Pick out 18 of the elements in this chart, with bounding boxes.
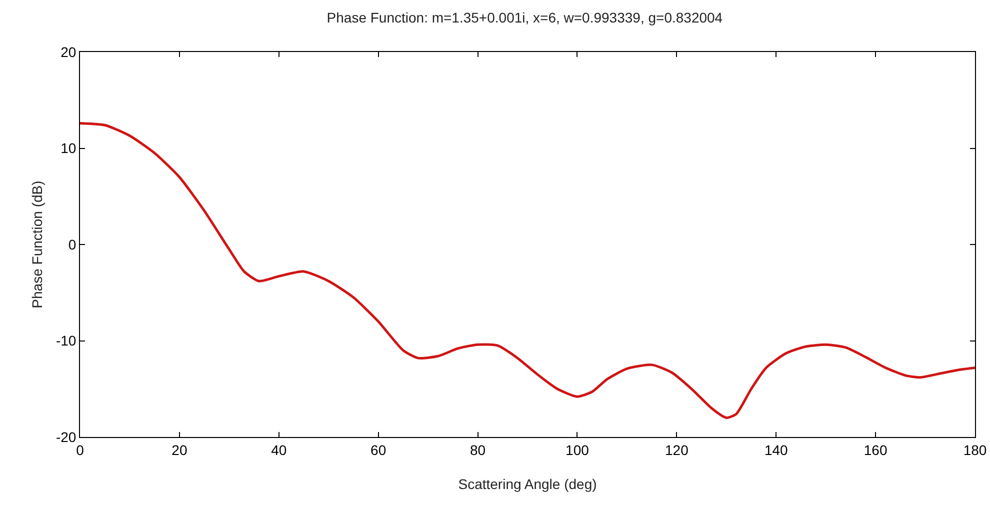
chart-title: Phase Function: m=1.35+0.001i, x=6, w=0.993339, g=0.832004	[326, 10, 723, 26]
y-tick-label: -10	[56, 332, 76, 349]
x-tick-label: 100	[566, 442, 590, 458]
x-tick-label: 160	[864, 442, 888, 458]
x-tick-label: 60	[370, 442, 386, 458]
line-series	[80, 122, 975, 419]
x-tick-label: 80	[470, 442, 486, 458]
x-tick-label: 180	[963, 442, 987, 458]
x-tick-label: 40	[271, 442, 287, 458]
y-tick-label: -20	[56, 428, 76, 445]
x-tick-label: 140	[764, 442, 788, 458]
y-axis-title: Phase Function (dB)	[29, 180, 45, 308]
x-tick-label: 120	[664, 442, 689, 458]
y-tick-label: 0	[68, 236, 76, 252]
y-tick-label: 20	[60, 44, 76, 60]
x-axis-title: Scattering Angle (deg)	[458, 476, 597, 492]
x-tick-label: 20	[172, 442, 188, 458]
y-tick-label: 10	[60, 140, 76, 156]
